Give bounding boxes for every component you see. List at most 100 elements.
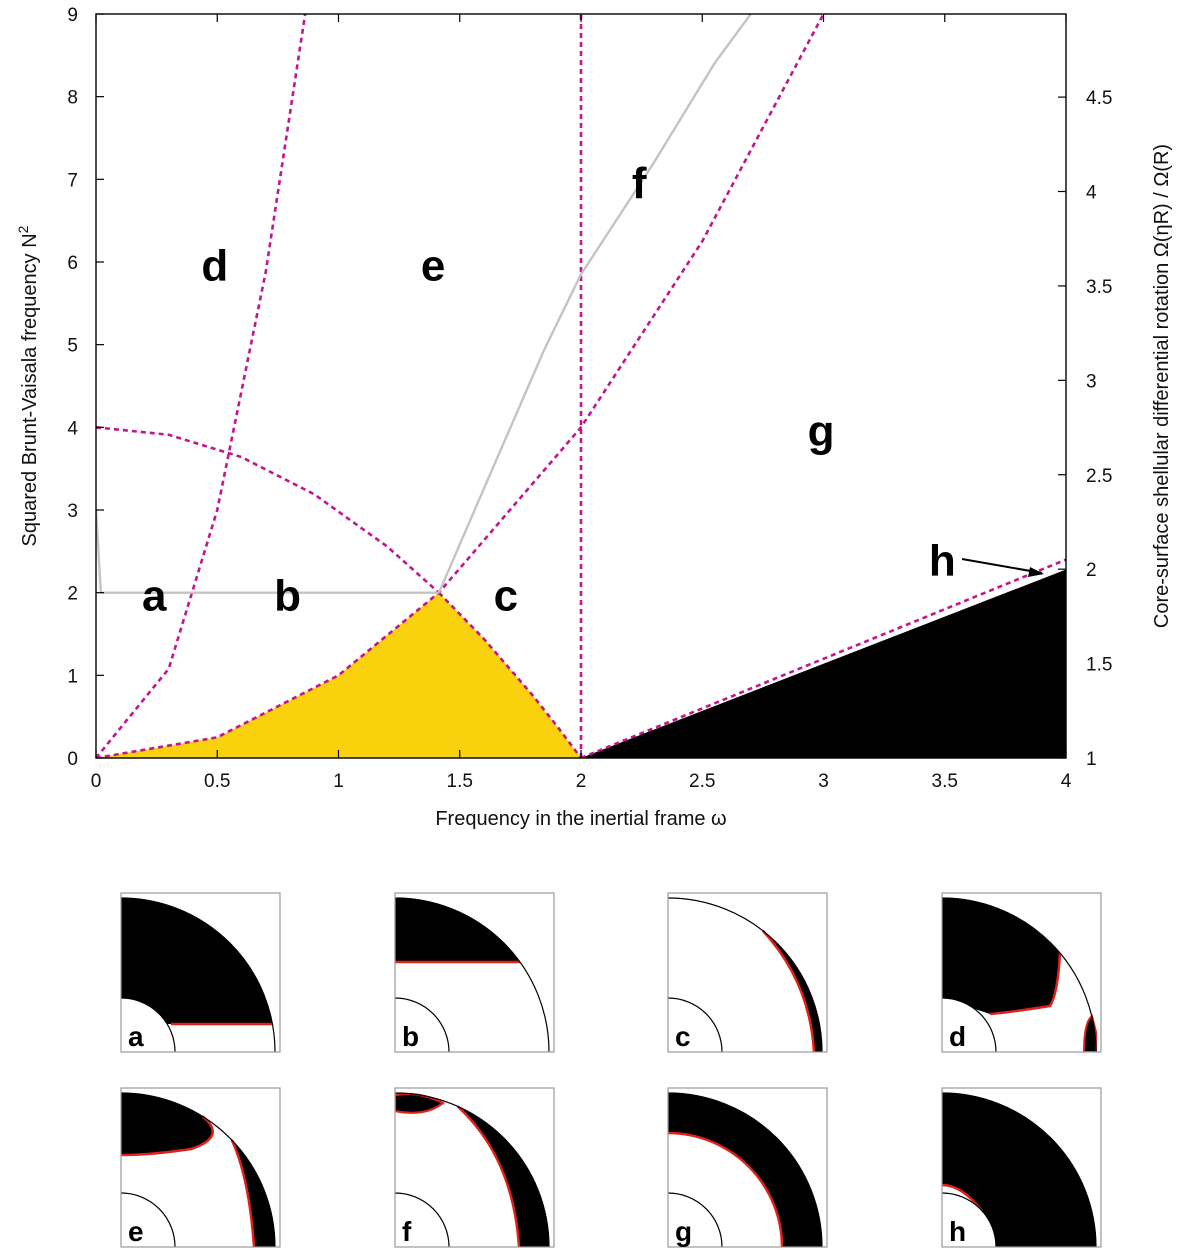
panel-content <box>668 1088 827 1247</box>
panel-content <box>942 893 1101 1052</box>
y-tick-label: 4 <box>67 418 78 439</box>
y2-tick-label: 4 <box>1086 183 1097 204</box>
panel-frame <box>120 1087 281 1248</box>
panel-red-boundary <box>761 929 816 1052</box>
mode-panel-a: a <box>120 892 281 1053</box>
panel-letter: b <box>402 1021 419 1052</box>
h-pointer-arrow <box>961 558 1044 577</box>
y-tick-label: 7 <box>67 170 78 191</box>
x-tick-label: 0 <box>91 771 102 792</box>
core-fill <box>121 1193 175 1247</box>
core-fill <box>668 998 722 1052</box>
panel-content <box>942 1088 1101 1247</box>
outer-shell-arc <box>395 897 550 1052</box>
arrow-head <box>1028 567 1044 577</box>
y-axis-title-main: Squared Brunt-Vaisala frequency N <box>19 233 41 546</box>
core-boundary-arc <box>121 1192 176 1247</box>
panel-letter: e <box>128 1216 144 1247</box>
mode-panel-g: g <box>667 1087 828 1248</box>
panel-red-boundary-2 <box>230 1139 256 1247</box>
y-tick-label: 3 <box>67 501 78 522</box>
panel-frame <box>941 892 1102 1053</box>
x-tick-label: 2.5 <box>689 771 715 792</box>
core-boundary-arc <box>942 1192 997 1247</box>
panel-red-boundary <box>668 1131 784 1247</box>
panel-content <box>395 893 554 1052</box>
series-line-6 <box>580 558 1066 758</box>
panel-frame <box>394 1087 555 1248</box>
x-tick-label: 1.5 <box>447 771 473 792</box>
core-fill <box>395 998 449 1052</box>
y2-tick-label: 3 <box>1086 371 1097 392</box>
axes: 0 0.5 1 1.5 2 2.5 3 3.5 4 0 1 2 3 4 5 6 7 8 9 1 1.5 2 2.5 3 3.5 4… <box>67 5 1112 792</box>
outer-shell-arc <box>668 897 823 1052</box>
region-label-a: a <box>142 571 167 620</box>
core-boundary-arc <box>668 1192 723 1247</box>
y2-tick-label: 3.5 <box>1086 277 1112 298</box>
panel-fill-cap <box>121 1093 213 1155</box>
panel-fill <box>395 898 520 962</box>
panel-content <box>668 893 827 1052</box>
mode-panel-b: b <box>394 892 555 1053</box>
outer-shell-arc <box>121 1092 276 1247</box>
y2-tick-label: 1.5 <box>1086 655 1112 676</box>
x-tick-label: 3.5 <box>932 771 958 792</box>
outer-shell-arc <box>942 897 1097 1052</box>
outer-shell-arc <box>668 1092 823 1247</box>
panel-fill-cap <box>121 898 273 1024</box>
core-fill <box>121 998 175 1052</box>
y-tick-label: 9 <box>67 5 78 26</box>
x-axis-title: Frequency in the inertial frame ω <box>435 808 726 830</box>
core-fill <box>668 1193 722 1247</box>
panel-fill <box>762 930 822 1052</box>
region-labels: a b c d e f g h <box>142 159 956 621</box>
core-boundary-arc <box>395 1192 450 1247</box>
core-boundary-arc <box>942 997 997 1052</box>
mode-panel-e: e <box>120 1087 281 1248</box>
core-fill <box>942 1193 996 1247</box>
y-axis-title: Squared Brunt-Vaisala frequency N2 <box>15 225 41 546</box>
x-tick-label: 4 <box>1061 771 1072 792</box>
y-tick-label: 2 <box>67 584 78 605</box>
mode-panel-c: c <box>667 892 828 1053</box>
mode-panel-h: h <box>941 1087 1102 1248</box>
panel-fill <box>668 1093 822 1247</box>
mode-panel-f: f <box>394 1087 555 1248</box>
region-label-e: e <box>421 241 445 290</box>
core-boundary-arc <box>395 997 450 1052</box>
y-axis-title-sup: 2 <box>15 225 31 233</box>
panel-content <box>121 1088 280 1247</box>
series-line-1 <box>96 14 307 758</box>
core-boundary-arc <box>668 997 723 1052</box>
y-tick-label: 8 <box>67 88 78 109</box>
y2-tick-label: 4.5 <box>1086 88 1112 109</box>
y-tick-label: 1 <box>67 666 78 687</box>
mode-panel-d: d <box>941 892 1102 1053</box>
series-line-4 <box>437 591 583 758</box>
panel-frame <box>120 892 281 1053</box>
x-tick-label: 3 <box>818 771 829 792</box>
y-tick-label: 6 <box>67 253 78 274</box>
arrow-shaft <box>961 558 1043 574</box>
panel-letter: f <box>402 1216 412 1247</box>
y2-axis-title: Core-surface shellular differential rota… <box>1151 144 1173 628</box>
panel-red-boundary <box>456 1105 521 1247</box>
y2-tick-label: 1 <box>1086 749 1097 770</box>
x-tick-label: 1 <box>333 771 344 792</box>
region-label-h: h <box>929 537 956 586</box>
panel-frame <box>394 892 555 1053</box>
panel-fill-equator <box>457 1106 549 1247</box>
x-tick-label: 2 <box>576 771 587 792</box>
y2-tick-label: 2 <box>1086 560 1097 581</box>
panel-fill <box>942 898 1060 1014</box>
panel-content <box>121 893 280 1052</box>
outer-shell-arc <box>942 1092 1097 1247</box>
region-label-d: d <box>201 241 228 290</box>
series-line-2 <box>96 426 440 594</box>
core-fill <box>395 1193 449 1247</box>
panel-letter: h <box>949 1216 966 1247</box>
region-label-c: c <box>494 571 518 620</box>
panel-frame <box>667 1087 828 1248</box>
mode-panels: a b c d e f g h <box>120 892 1102 1248</box>
